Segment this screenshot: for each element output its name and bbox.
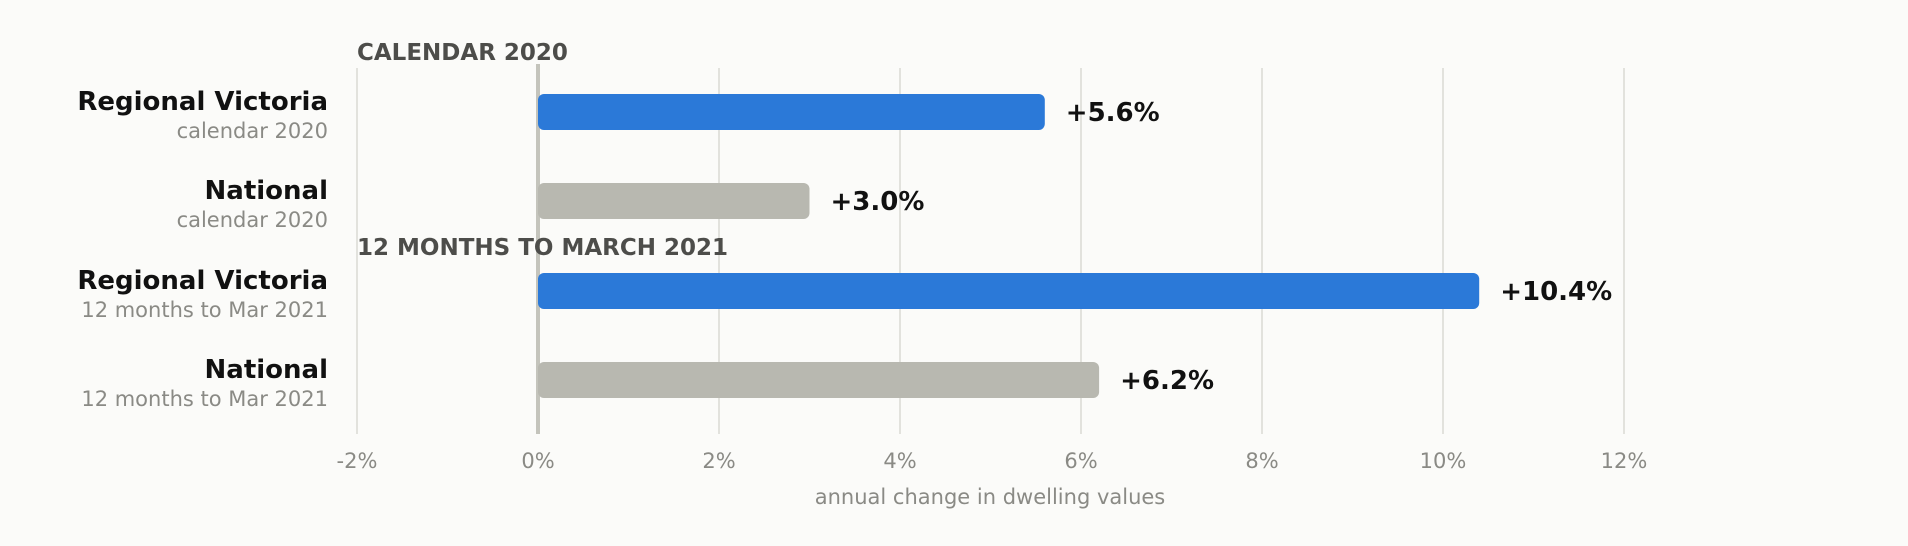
category-sublabel: 12 months to Mar 2021 — [81, 387, 328, 411]
bar-value-label: +6.2% — [1120, 366, 1214, 396]
category-sublabel: 12 months to Mar 2021 — [81, 298, 328, 322]
bar-value-label: +3.0% — [831, 187, 925, 217]
category-label: National — [205, 355, 328, 385]
x-tick-label: 4% — [883, 449, 916, 473]
x-axis-title: annual change in dwelling values — [815, 485, 1166, 509]
x-tick-label: 6% — [1064, 449, 1097, 473]
x-tick-label: 0% — [521, 449, 554, 473]
group-label: 12 MONTHS TO MARCH 2021 — [357, 235, 728, 261]
bar — [538, 183, 810, 219]
category-label: National — [205, 176, 328, 206]
x-tick-label: 10% — [1420, 449, 1467, 473]
x-tick-label: 8% — [1245, 449, 1278, 473]
category-label: Regional Victoria — [77, 87, 328, 117]
bars: +5.6% +3.0% +10.4% +6.2% — [538, 94, 1612, 398]
x-tick-label: 12% — [1601, 449, 1648, 473]
bar — [538, 273, 1480, 309]
x-tick-label: 2% — [702, 449, 735, 473]
group-labels: CALENDAR 2020 12 MONTHS TO MARCH 2021 — [357, 40, 728, 261]
bar — [538, 362, 1100, 398]
category-sublabel: calendar 2020 — [177, 119, 328, 143]
bar-value-label: +5.6% — [1066, 98, 1160, 128]
category-label: Regional Victoria — [77, 266, 328, 296]
bar-value-label: +10.4% — [1500, 277, 1612, 307]
x-axis-ticks: -2% 0% 2% 4% 6% 8% 10% 12% — [337, 449, 1648, 473]
x-tick-label: -2% — [337, 449, 378, 473]
bar — [538, 94, 1045, 130]
category-sublabel: calendar 2020 — [177, 208, 328, 232]
group-label: CALENDAR 2020 — [357, 40, 568, 66]
